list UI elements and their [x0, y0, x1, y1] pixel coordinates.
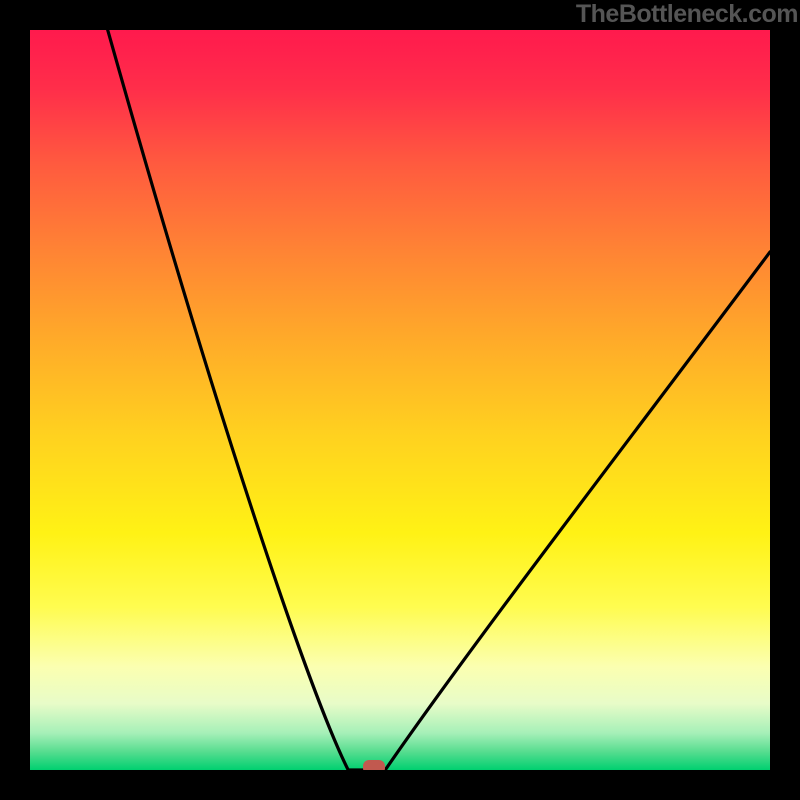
plot-area	[30, 30, 770, 770]
bottleneck-curve	[30, 30, 770, 770]
optimal-point-marker	[363, 760, 385, 770]
watermark-text: TheBottleneck.com	[576, 0, 798, 29]
